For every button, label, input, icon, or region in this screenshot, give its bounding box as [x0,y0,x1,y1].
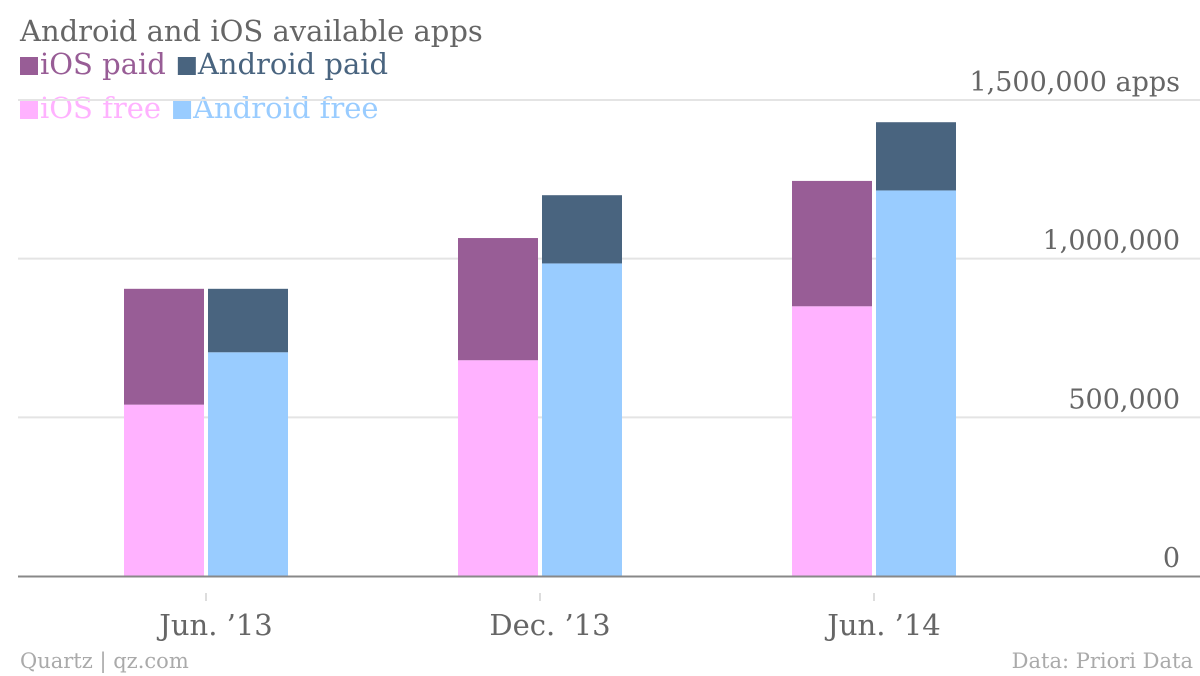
bar-android-free [542,263,622,576]
bar-ios-free [458,360,538,576]
legend-label-android-free: Android free [192,91,378,125]
y-tick-label: 0 [1163,543,1180,574]
x-tick-label: Jun. ’13 [156,608,273,642]
bars [124,122,956,576]
bar-android-free [208,352,288,576]
legend-swatch-ios-paid [20,57,38,75]
y-tick-label: 1,500,000 apps [969,67,1180,98]
y-tick-label: 500,000 [1068,384,1180,415]
source-right: Data: Priori Data [1012,649,1193,673]
bar-ios-paid [458,238,538,361]
legend-label-android-paid: Android paid [197,47,388,81]
legend-label-ios-free: iOS free [40,91,161,125]
source-left: Quartz | qz.com [20,649,189,674]
y-tick-label: 1,000,000 [1043,226,1180,257]
x-tick-label: Dec. ’13 [489,608,610,642]
y-axis-tick-labels: 0 500,000 1,000,000 1,500,000 apps [969,67,1180,574]
bar-android-paid [542,195,622,264]
legend: iOS paid Android paid iOS free Android free [20,47,388,125]
bar-ios-paid [124,288,204,405]
bar-android-paid [208,288,288,353]
bar-android-paid [876,122,956,191]
x-tick-label: Jun. ’14 [824,608,941,642]
legend-swatch-android-free [173,101,192,119]
bar-ios-free [792,306,872,576]
x-axis-ticks: Jun. ’13 Dec. ’13 Jun. ’14 [156,593,941,642]
bar-ios-free [124,404,204,576]
legend-swatch-ios-free [20,101,38,119]
bar-android-free [876,190,956,576]
legend-label-ios-paid: iOS paid [40,47,166,81]
bar-ios-paid [792,180,872,307]
legend-swatch-android-paid [177,57,196,75]
chart-title: Android and iOS available apps [19,14,483,48]
